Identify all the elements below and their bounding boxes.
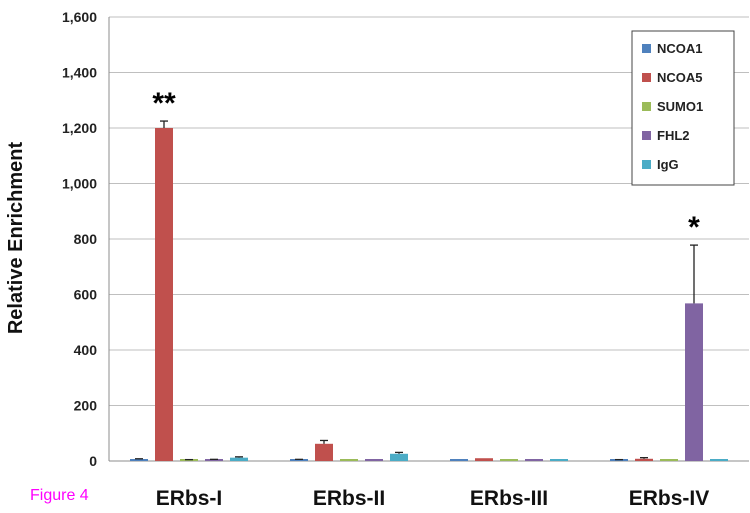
bar-sumo1-erbs-iii [500,459,518,461]
bar-ncoa5-erbs-i [155,128,173,461]
bar-igg-erbs-iv [710,459,728,461]
legend-swatch [642,44,651,53]
bar-fhl2-erbs-iii [525,459,543,461]
bar-igg-erbs-iii [550,459,568,461]
bar-ncoa5-erbs-iii [475,458,493,461]
bar-fhl2-erbs-ii [365,459,383,461]
x-tick-label: ERbs-II [313,487,385,510]
bar-fhl2-erbs-iv [685,303,703,461]
significance-mark: ** [152,87,176,120]
y-tick-label: 1,000 [62,176,97,192]
legend-box [631,30,735,186]
x-axis-labels: ERbs-I ERbs-II ERbs-III ERbs-IV [156,487,710,510]
figure-label: Figure 4 [30,487,89,504]
y-tick-label: 1,200 [62,120,97,136]
bar-sumo1-erbs-ii [340,459,358,461]
legend-entry: IgG [657,157,679,172]
y-tick-label: 0 [89,453,97,469]
bar-igg-erbs-i [230,457,248,461]
x-tick-label: ERbs-III [470,487,548,510]
y-tick-label: 800 [74,231,98,247]
y-axis-ticks: 0 200 400 600 800 1,000 1,200 1,400 1,600 [62,9,97,469]
bar-ncoa5-erbs-ii [315,443,333,461]
bar-ncoa5-erbs-iv [635,458,653,461]
y-tick-label: 1,400 [62,65,97,81]
y-tick-label: 200 [74,398,98,414]
y-axis-label: Relative Enrichment [5,142,27,335]
legend-swatch [642,160,651,169]
bar-fhl2-erbs-i [205,459,223,461]
bars [130,128,728,461]
significance-mark: * [688,211,700,244]
legend-entry: FHL2 [657,128,690,143]
legend-entry: SUMO1 [657,99,703,114]
x-tick-label: ERbs-IV [629,487,710,510]
legend-entry: NCOA5 [657,70,703,85]
y-tick-label: 600 [74,287,98,303]
x-tick-label: ERbs-I [156,487,223,510]
significance-marks: *** [152,87,700,244]
bar-ncoa1-erbs-ii [290,459,308,461]
y-tick-label: 1,600 [62,9,97,25]
legend-swatch [642,73,651,82]
legend: NCOA1 NCOA5 SUMO1 FHL2 IgG [631,30,735,186]
y-tick-label: 400 [74,342,98,358]
legend-swatch [642,102,651,111]
bar-igg-erbs-ii [390,453,408,461]
bar-ncoa1-erbs-i [130,459,148,461]
legend-entry: NCOA1 [657,41,703,56]
bar-sumo1-erbs-iv [660,459,678,461]
error-bars [135,120,698,461]
bar-ncoa1-erbs-iii [450,459,468,461]
legend-swatch [642,131,651,140]
